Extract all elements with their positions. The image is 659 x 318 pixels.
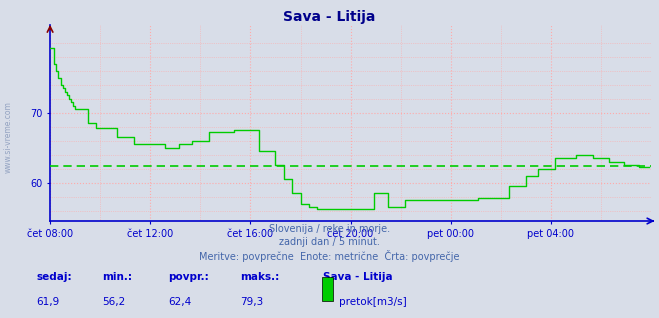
Text: Sava - Litija: Sava - Litija <box>283 10 376 24</box>
Text: Slovenija / reke in morje.: Slovenija / reke in morje. <box>269 224 390 234</box>
Text: www.si-vreme.com: www.si-vreme.com <box>4 101 13 173</box>
Text: 56,2: 56,2 <box>102 297 125 307</box>
Text: min.:: min.: <box>102 272 132 282</box>
Text: Meritve: povprečne  Enote: metrične  Črta: povprečje: Meritve: povprečne Enote: metrične Črta:… <box>199 250 460 262</box>
Text: sedaj:: sedaj: <box>36 272 72 282</box>
Text: Sava - Litija: Sava - Litija <box>323 272 393 282</box>
Text: pretok[m3/s]: pretok[m3/s] <box>339 297 407 307</box>
Text: 61,9: 61,9 <box>36 297 59 307</box>
Text: zadnji dan / 5 minut.: zadnji dan / 5 minut. <box>279 237 380 247</box>
Text: 79,3: 79,3 <box>241 297 264 307</box>
Text: 62,4: 62,4 <box>168 297 191 307</box>
Text: maks.:: maks.: <box>241 272 280 282</box>
Text: povpr.:: povpr.: <box>168 272 209 282</box>
